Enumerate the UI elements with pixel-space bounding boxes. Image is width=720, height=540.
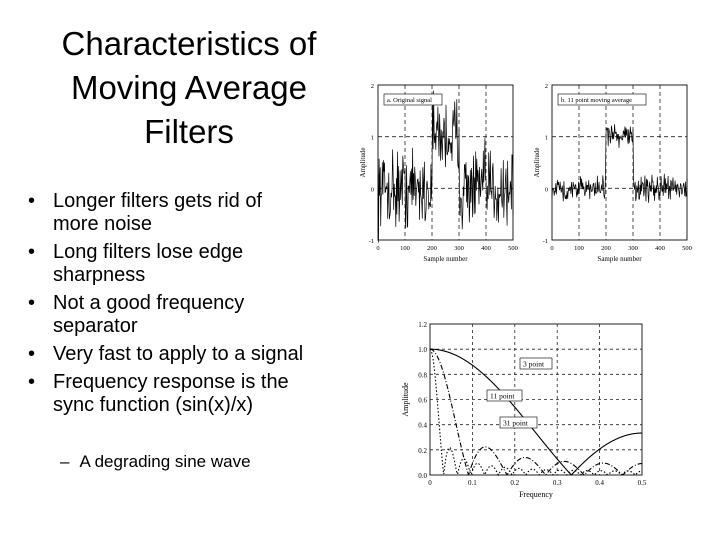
- series-label-box: [486, 389, 523, 402]
- y-tick-label: 1.2: [418, 321, 427, 329]
- y-axis-label: Amplitude: [359, 148, 367, 178]
- frequency-response-chart: 0.0 0.2 0.4 0.6 0.8 1.0 1.2 0 0.1 0.2 0.3 0.4 0.5 3 p…: [401, 321, 647, 499]
- series-label: 11 point: [490, 392, 515, 401]
- x-tick-label: 0: [376, 245, 379, 252]
- plot-frame: [551, 84, 688, 241]
- y-tick-label: -1: [369, 238, 374, 245]
- x-tick-label: 400: [481, 245, 491, 252]
- x-axis-label: Sample number: [423, 255, 468, 263]
- y-tick-label: 1.0: [418, 346, 427, 354]
- slide-title: Characteristics of Moving Average Filter…: [30, 22, 348, 154]
- bullet-text: Very fast to apply to a signal: [53, 343, 304, 365]
- x-tick-label: 0: [550, 245, 553, 252]
- y-tick-label: 2: [371, 83, 374, 90]
- x-tick-label: 400: [655, 245, 665, 252]
- bullet-item: • Not a good frequency separator: [28, 292, 363, 338]
- signal-line: [551, 124, 688, 203]
- x-tick-label: 100: [400, 245, 410, 252]
- x-tick-label: 500: [682, 245, 692, 252]
- bullet-item: • Long filters lose edge sharpness: [28, 241, 363, 287]
- y-tick-label: 0.6: [418, 397, 427, 405]
- x-tick-label: 200: [427, 245, 437, 252]
- bullet-dot-icon: •: [28, 292, 36, 314]
- y-axis-label: Amplitude: [533, 148, 541, 178]
- bullet-item: • Frequency response is the sync functio…: [28, 371, 363, 417]
- series-label-box: [519, 357, 553, 370]
- x-tick-label: 0.3: [553, 479, 562, 487]
- series-line: [429, 348, 643, 477]
- bullet-item: • Longer filters gets rid of more noise: [28, 190, 363, 236]
- x-tick-label: 0.4: [595, 479, 604, 487]
- x-tick-label: 300: [454, 245, 464, 252]
- series-label: 31 point: [503, 419, 529, 428]
- bullet-list: • Longer filters gets rid of more noise …: [28, 190, 363, 422]
- sub-bullet-dash-icon: –: [60, 452, 70, 471]
- bullet-dot-icon: •: [28, 343, 36, 365]
- bullet-dot-icon: •: [28, 241, 36, 263]
- chart-title-box: [557, 93, 647, 106]
- x-tick-label: 200: [601, 245, 611, 252]
- title-line: Moving Average: [70, 69, 308, 106]
- bullet-text: sync function (sin(x)/x): [53, 394, 254, 416]
- bullet-text: Frequency response is the: [53, 371, 289, 393]
- sub-bullet: – A degrading sine wave: [60, 452, 251, 472]
- bullet-text: more noise: [53, 213, 152, 235]
- chart-title: b. 11 point moving average: [561, 97, 632, 104]
- x-tick-label: 0.2: [510, 479, 519, 487]
- series-label: 3 point: [523, 360, 545, 369]
- series-label-box: [499, 416, 538, 429]
- y-tick-label: 0.0: [418, 472, 427, 480]
- y-tick-label: 0.8: [418, 371, 427, 379]
- bullet-text: separator: [53, 315, 138, 337]
- bullet-text: Not a good frequency: [53, 292, 245, 314]
- chart-title-box: [383, 93, 443, 106]
- series-line: [429, 348, 643, 476]
- y-axis-label: Amplitude: [401, 382, 410, 417]
- title-line: Filters: [144, 113, 234, 150]
- y-tick-label: 2: [545, 83, 548, 90]
- x-tick-label: 500: [508, 245, 518, 252]
- bullet-item: • Very fast to apply to a signal: [28, 343, 363, 366]
- x-axis-label: Sample number: [597, 255, 642, 263]
- x-tick-label: 100: [574, 245, 584, 252]
- bullet-text: Long filters lose edge: [53, 241, 244, 263]
- y-tick-label: 0: [371, 186, 374, 193]
- title-line: Characteristics of: [61, 25, 317, 62]
- y-tick-label: 1: [545, 135, 548, 142]
- x-tick-label: 0: [428, 479, 432, 487]
- bullet-dot-icon: •: [28, 190, 36, 212]
- y-tick-label: 0.2: [418, 447, 427, 455]
- x-tick-label: 0.1: [468, 479, 477, 487]
- y-tick-label: 1: [371, 135, 374, 142]
- x-axis-label: Frequency: [519, 490, 553, 499]
- y-tick-label: 0: [545, 186, 548, 193]
- sub-bullet-text: A degrading sine wave: [79, 452, 251, 471]
- chart-title: a. Original signal: [387, 97, 432, 104]
- y-tick-label: -1: [543, 238, 548, 245]
- bullet-text: Longer filters gets rid of: [53, 190, 262, 212]
- y-tick-label: 0.4: [418, 422, 427, 430]
- x-tick-label: 300: [628, 245, 638, 252]
- series-line: [430, 348, 642, 476]
- bullet-dot-icon: •: [28, 371, 36, 393]
- bullet-text: sharpness: [53, 264, 146, 286]
- signal-line: [377, 90, 514, 243]
- x-tick-label: 0.5: [638, 479, 647, 487]
